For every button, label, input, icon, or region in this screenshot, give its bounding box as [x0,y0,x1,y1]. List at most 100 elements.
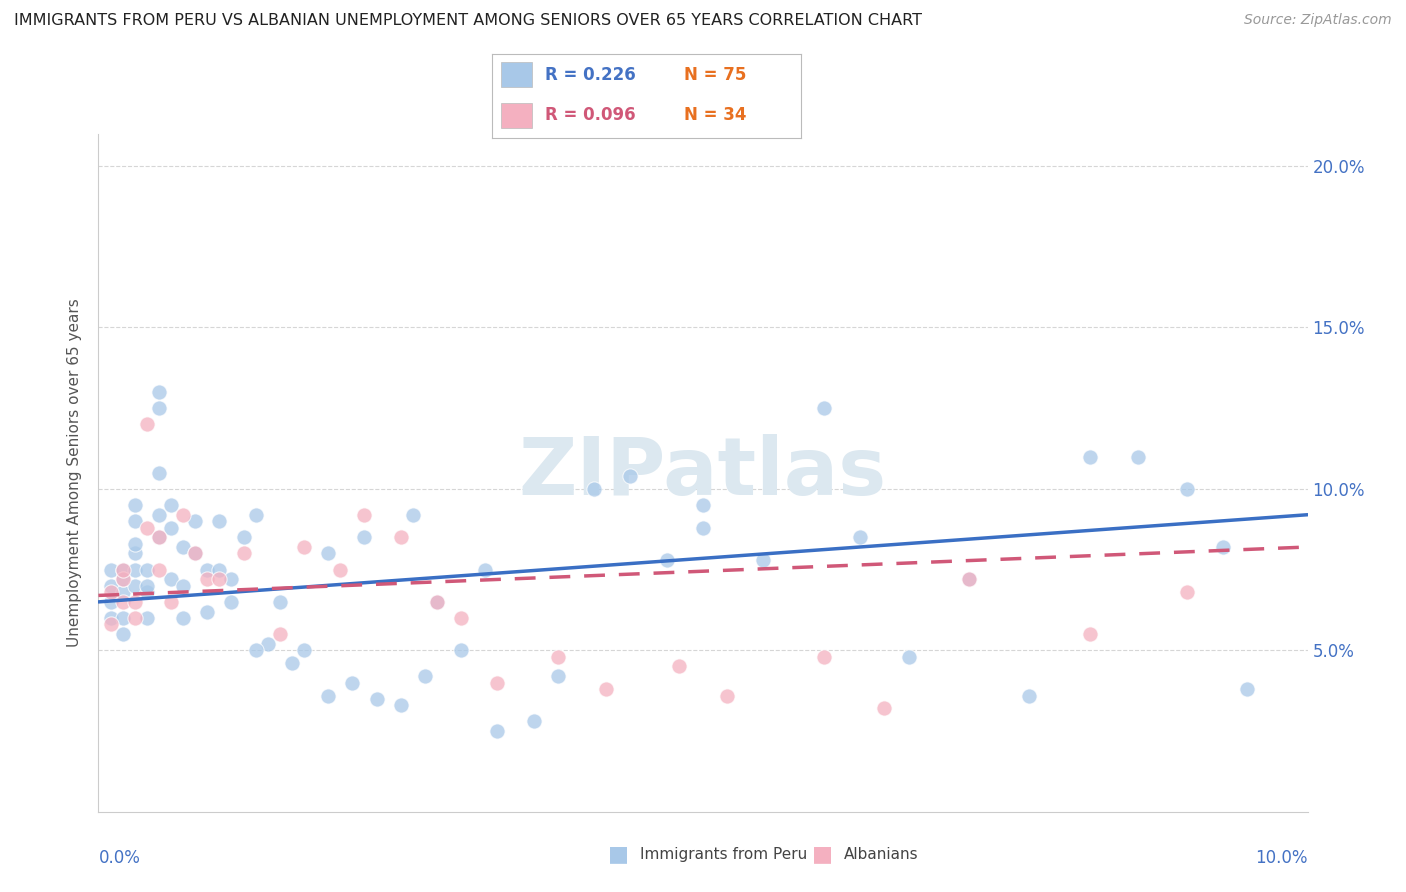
Text: R = 0.096: R = 0.096 [544,106,636,124]
Text: ZIPatlas: ZIPatlas [519,434,887,512]
Point [135,585,157,599]
Text: Source: ZipAtlas.com: Source: ZipAtlas.com [1244,13,1392,28]
Text: 10.0%: 10.0% [1256,849,1308,867]
Point [208,563,231,577]
Point [124,498,146,512]
Point [148,530,170,544]
Point [1212,540,1234,554]
Point [450,611,472,625]
Point [1128,450,1150,464]
Point [172,540,194,554]
Point [281,657,304,671]
Point [232,546,254,560]
Point [1175,482,1198,496]
Point [160,572,183,586]
Point [1078,450,1101,464]
Point [111,595,134,609]
Point [256,637,278,651]
Point [111,563,134,577]
Point [208,572,231,586]
Point [486,675,509,690]
Y-axis label: Unemployment Among Seniors over 65 years: Unemployment Among Seniors over 65 years [67,299,83,647]
Point [172,508,194,522]
Point [135,521,157,535]
Point [160,521,183,535]
Point [148,508,170,522]
Point [135,579,157,593]
Point [547,649,569,664]
Point [897,649,920,664]
Point [100,595,122,609]
Point [716,689,738,703]
Text: N = 34: N = 34 [683,106,747,124]
Text: N = 75: N = 75 [683,66,747,84]
Point [172,579,194,593]
Point [523,714,546,729]
Point [221,595,243,609]
Point [100,585,122,599]
Point [1175,585,1198,599]
Text: IMMIGRANTS FROM PERU VS ALBANIAN UNEMPLOYMENT AMONG SENIORS OVER 65 YEARS CORREL: IMMIGRANTS FROM PERU VS ALBANIAN UNEMPLO… [14,13,922,29]
Point [1236,681,1258,696]
Point [269,627,291,641]
Point [135,611,157,625]
Text: 0.0%: 0.0% [98,849,141,867]
Point [813,401,835,416]
Point [292,643,315,657]
Point [100,579,122,593]
Point [245,508,267,522]
Point [195,563,218,577]
Point [160,595,183,609]
Point [583,482,606,496]
Text: Immigrants from Peru: Immigrants from Peru [640,847,807,862]
Point [389,530,412,544]
Point [668,659,690,673]
Point [1078,627,1101,641]
Point [111,627,134,641]
Point [124,611,146,625]
Point [595,681,617,696]
Text: R = 0.226: R = 0.226 [544,66,636,84]
Point [111,563,134,577]
Point [342,675,364,690]
Point [316,546,339,560]
Text: ■: ■ [609,845,628,864]
Point [184,546,207,560]
Bar [502,62,533,87]
Point [148,401,170,416]
Point [547,669,569,683]
Point [402,508,425,522]
Point [195,572,218,586]
Point [269,595,291,609]
Point [124,579,146,593]
Point [135,417,157,432]
Point [1018,689,1040,703]
Point [221,572,243,586]
Point [172,611,194,625]
Point [124,537,146,551]
Point [184,546,207,560]
Point [208,514,231,528]
Point [353,508,375,522]
Point [655,553,678,567]
Point [148,385,170,400]
Point [124,595,146,609]
Point [957,572,980,586]
Point [111,572,134,586]
Point [100,617,122,632]
Point [389,698,412,713]
Point [692,521,714,535]
Point [111,585,134,599]
Bar [502,103,533,128]
Point [111,572,134,586]
Point [184,514,207,528]
Point [957,572,980,586]
Point [148,563,170,577]
Point [124,514,146,528]
Point [426,595,449,609]
Point [813,649,835,664]
Point [316,689,339,703]
Point [486,724,509,739]
Point [353,530,375,544]
Point [148,530,170,544]
